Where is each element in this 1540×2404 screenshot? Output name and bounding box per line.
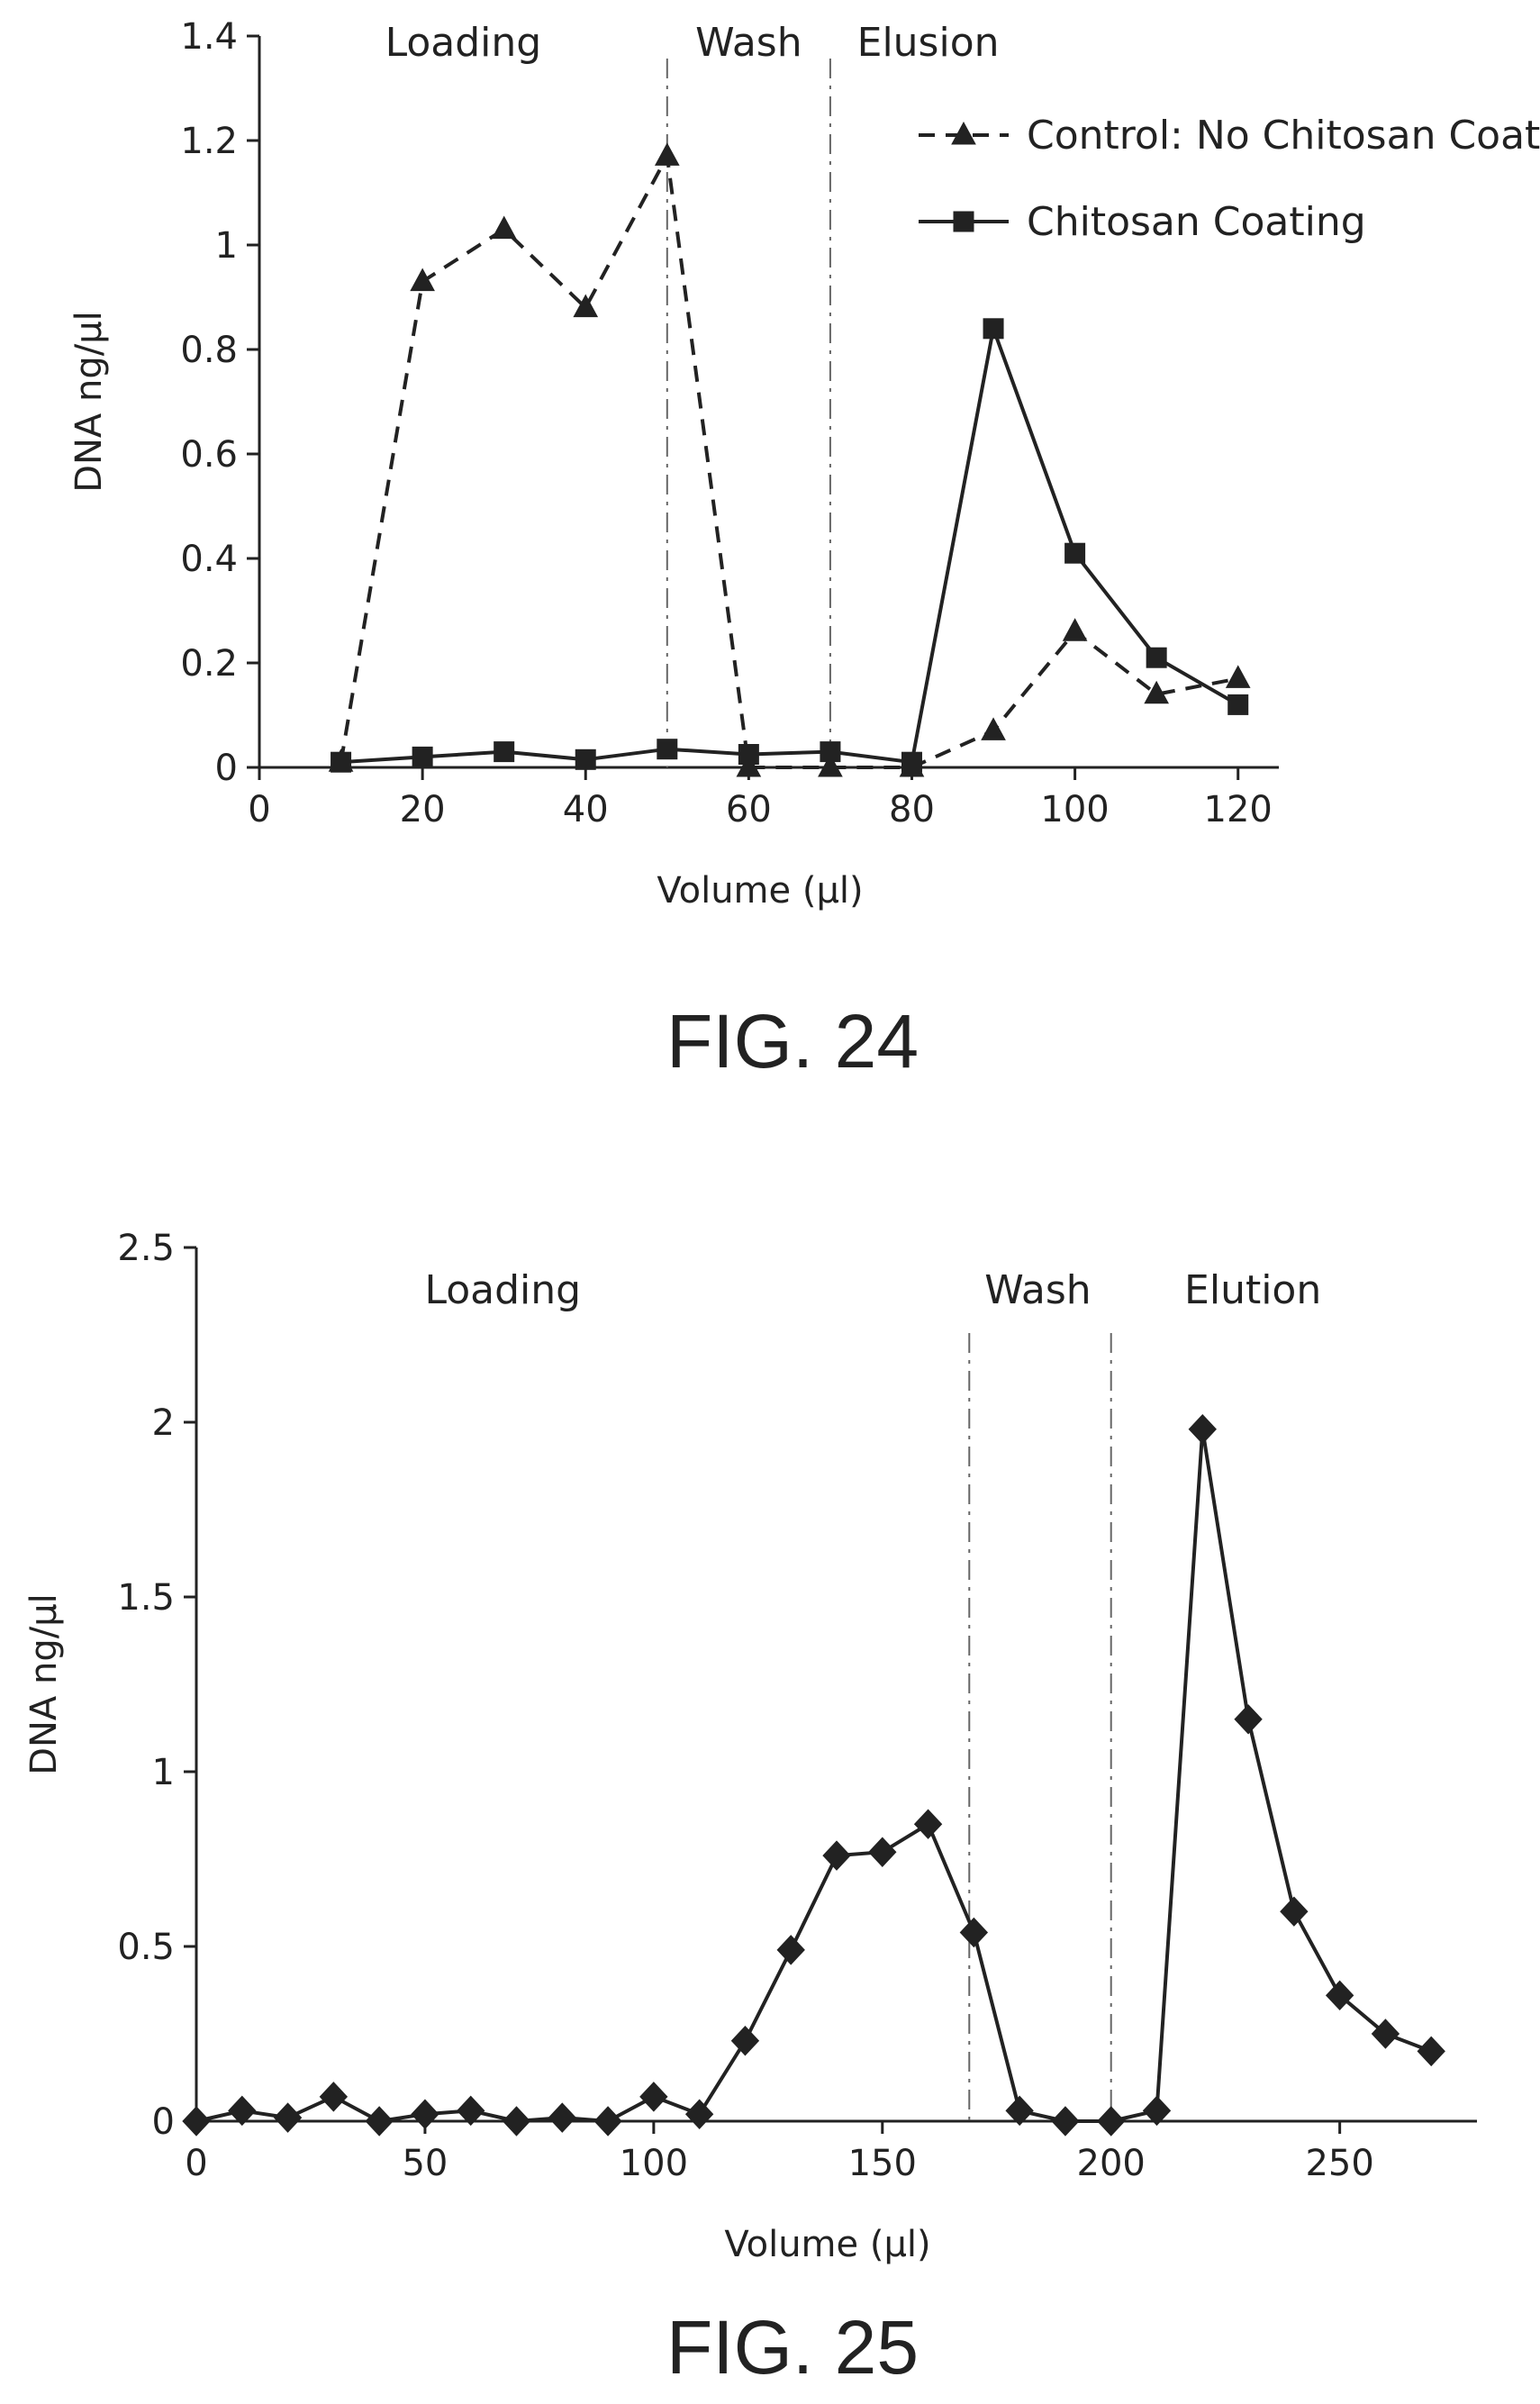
- y-tick-label: 0.2: [180, 643, 238, 685]
- data-point: [575, 748, 596, 770]
- data-point: [657, 739, 678, 760]
- data-point: [1146, 647, 1167, 668]
- y-tick-label: 0.8: [180, 330, 238, 371]
- data-point: [573, 294, 599, 318]
- data-point: [331, 751, 352, 773]
- data-point: [820, 741, 841, 763]
- data-point: [1005, 2095, 1034, 2127]
- chart-fig-25: 0 0.5 1 1.5 2 2.5 0 50 100 150 200 250 Volume (μl) DN…: [23, 1228, 1477, 2390]
- x-tick-label: 60: [726, 789, 772, 830]
- y-tick-label: 1.2: [180, 121, 238, 162]
- data-point: [913, 1809, 943, 1839]
- data-point: [959, 1917, 989, 1948]
- data-point: [502, 2106, 531, 2136]
- y-tick-label: 1: [152, 1752, 175, 1793]
- y-tick-label: 2: [152, 1402, 175, 1444]
- chart-fig-24: 0 0.2 0.4 0.6 0.8 1 1.2 1.4 0 20 40 60 80 100 120 Volum…: [68, 16, 1540, 1084]
- data-point: [548, 2102, 576, 2133]
- series-line: [195, 1429, 1432, 2124]
- x-tick-label: 40: [563, 789, 609, 830]
- phase-label: Elusion: [857, 20, 1000, 66]
- phase-label: Elution: [1184, 1267, 1321, 1313]
- x-tick-label: 0: [185, 2143, 207, 2184]
- data-point: [1097, 2106, 1126, 2136]
- x-tick-label: 150: [848, 2143, 917, 2184]
- data-point: [1225, 665, 1251, 688]
- legend-label: Chitosan Coating: [1027, 199, 1366, 245]
- x-tick-label: 80: [889, 789, 935, 830]
- data-point: [730, 2026, 760, 2056]
- data-point: [1062, 618, 1088, 641]
- x-tick-label: 120: [1204, 789, 1273, 830]
- data-point: [776, 1935, 805, 1965]
- data-point: [1051, 2106, 1080, 2136]
- data-point: [639, 2082, 668, 2112]
- data-point: [593, 2106, 622, 2136]
- phase-label: Loading: [385, 20, 542, 66]
- y-axis-title: DNA ng/μl: [23, 1593, 65, 1775]
- data-point: [1371, 2018, 1400, 2049]
- y-tick-label: 0: [152, 2101, 175, 2143]
- data-point: [411, 2099, 439, 2129]
- data-point: [457, 2095, 485, 2127]
- data-point: [491, 215, 517, 240]
- y-tick-label: 1: [215, 225, 238, 267]
- y-tick-label: 1.4: [180, 16, 238, 58]
- x-tick-label: 100: [620, 2143, 688, 2184]
- phase-label: Loading: [424, 1267, 581, 1313]
- data-point: [273, 2102, 303, 2133]
- data-point: [1064, 542, 1086, 564]
- data-point: [410, 268, 435, 292]
- series-line: [340, 322, 1239, 765]
- data-point: [868, 1837, 897, 1867]
- data-point: [494, 741, 515, 763]
- y-tick-label: 0: [215, 748, 238, 789]
- data-point: [818, 753, 843, 777]
- y-tick-label: 0.6: [180, 434, 238, 476]
- x-tick-label: 20: [400, 789, 446, 830]
- data-point: [738, 744, 759, 765]
- y-tick-label: 2.5: [117, 1228, 175, 1269]
- y-axis-title: DNA ng/μl: [68, 311, 110, 493]
- data-point: [981, 717, 1006, 740]
- data-point: [901, 751, 922, 773]
- phase-label: Wash: [695, 20, 802, 66]
- x-tick-label: 0: [248, 789, 270, 830]
- data-point: [1417, 2036, 1445, 2067]
- data-point: [365, 2106, 394, 2136]
- data-point: [319, 2082, 349, 2112]
- legend-marker: [951, 121, 976, 145]
- x-tick-label: 250: [1305, 2143, 1373, 2184]
- figure-caption: FIG. 25: [666, 2305, 919, 2390]
- figure-caption: FIG. 24: [666, 999, 919, 1084]
- series-line: [339, 150, 1239, 769]
- x-axis-title: Volume (μl): [657, 870, 863, 912]
- y-tick-label: 0.5: [117, 1927, 175, 1968]
- data-point: [736, 753, 762, 777]
- x-tick-label: 100: [1040, 789, 1109, 830]
- x-axis-title: Volume (μl): [724, 2224, 930, 2265]
- data-point: [1142, 2095, 1172, 2127]
- y-tick-label: 0.4: [180, 539, 238, 580]
- data-point: [1234, 1704, 1263, 1735]
- data-point: [412, 746, 433, 767]
- data-point: [1144, 680, 1169, 704]
- legend-marker: [953, 211, 974, 232]
- data-point: [822, 1840, 851, 1871]
- x-tick-label: 200: [1077, 2143, 1146, 2184]
- data-point: [1188, 1414, 1217, 1445]
- data-point: [654, 142, 680, 166]
- data-point: [228, 2095, 257, 2127]
- data-point: [1280, 1896, 1309, 1927]
- data-point: [1227, 694, 1249, 715]
- data-point: [983, 318, 1004, 340]
- legend-label: Control: No Chitosan Coating: [1027, 113, 1540, 159]
- data-point: [1325, 1980, 1354, 2011]
- x-tick-label: 50: [402, 2143, 448, 2184]
- data-point: [684, 2099, 714, 2129]
- phase-label: Wash: [984, 1267, 1091, 1313]
- y-tick-label: 1.5: [117, 1577, 175, 1619]
- data-point: [182, 2106, 211, 2136]
